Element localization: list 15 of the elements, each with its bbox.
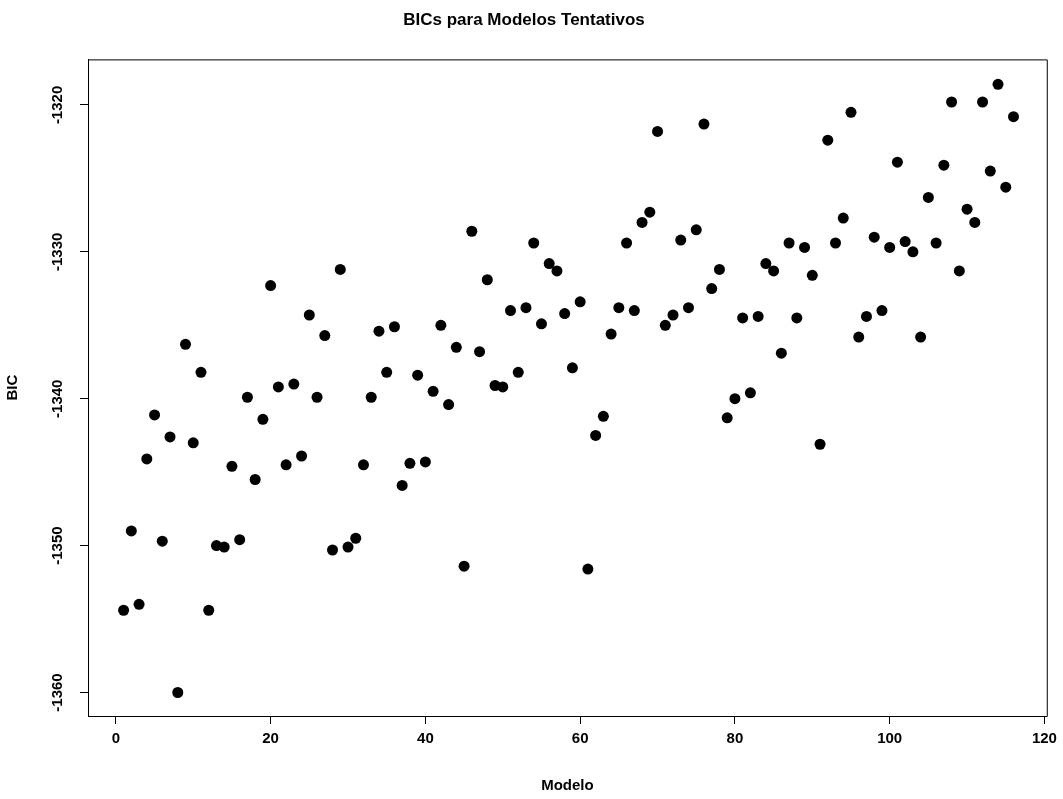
y-tick-label: -1360	[48, 673, 66, 712]
y-tick-label: -1330	[48, 232, 66, 272]
x-tick-label: 0	[111, 729, 121, 747]
x-tick-label: 120	[1031, 729, 1057, 747]
x-tick-label: 80	[726, 729, 744, 747]
x-tick-label: 100	[877, 729, 903, 747]
y-tick-label: -1320	[48, 85, 66, 125]
x-axis-title: Modelo	[541, 776, 594, 794]
y-tick-label: -1340	[48, 379, 66, 418]
y-tick-label: -1350	[48, 526, 66, 565]
x-tick-label: 40	[417, 729, 434, 747]
chart-title: BICs para Modelos Tentativos	[403, 9, 645, 29]
x-tick-label: 60	[571, 729, 589, 747]
y-axis-title: BIC	[3, 374, 21, 401]
x-tick-label: 20	[262, 729, 279, 747]
